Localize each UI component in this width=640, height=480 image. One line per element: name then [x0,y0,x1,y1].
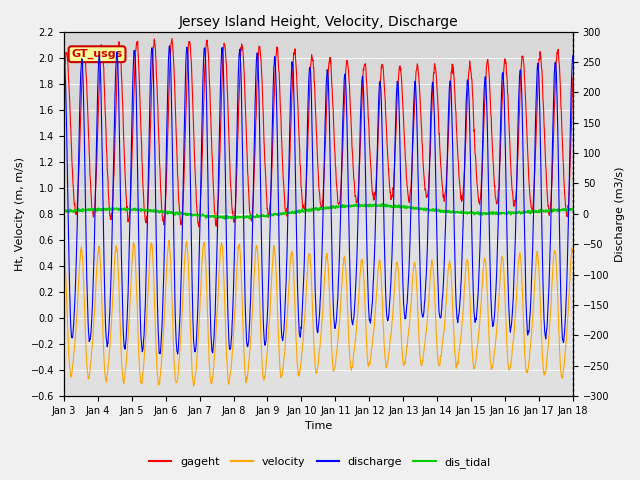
Title: Jersey Island Height, Velocity, Discharge: Jersey Island Height, Velocity, Discharg… [179,15,458,29]
Bar [64,32,573,214]
Y-axis label: Discharge (m3/s): Discharge (m3/s) [615,166,625,262]
Line: velocity: velocity [64,240,573,386]
Line: gageht: gageht [64,38,573,227]
Line: dis_tidal: dis_tidal [64,204,573,219]
X-axis label: Time: Time [305,421,332,432]
Text: GT_usgs: GT_usgs [72,49,123,60]
Legend: gageht, velocity, discharge, dis_tidal: gageht, velocity, discharge, dis_tidal [145,452,495,472]
Line: discharge: discharge [64,46,573,354]
Y-axis label: Ht, Velocity (m, m/s): Ht, Velocity (m, m/s) [15,157,25,271]
